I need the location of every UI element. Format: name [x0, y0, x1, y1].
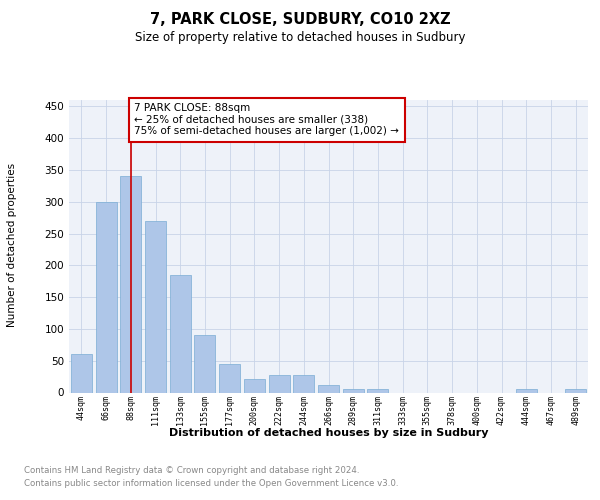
Bar — [565, 390, 586, 392]
Text: 7 PARK CLOSE: 88sqm
← 25% of detached houses are smaller (338)
75% of semi-detac: 7 PARK CLOSE: 88sqm ← 25% of detached ho… — [134, 103, 400, 136]
Text: Distribution of detached houses by size in Sudbury: Distribution of detached houses by size … — [169, 428, 488, 438]
Bar — [343, 390, 364, 392]
Bar — [269, 374, 290, 392]
Bar — [516, 390, 537, 392]
Text: 7, PARK CLOSE, SUDBURY, CO10 2XZ: 7, PARK CLOSE, SUDBURY, CO10 2XZ — [149, 12, 451, 28]
Bar — [219, 364, 240, 392]
Text: Number of detached properties: Number of detached properties — [7, 163, 17, 327]
Bar — [293, 374, 314, 392]
Bar — [120, 176, 141, 392]
Text: Contains HM Land Registry data © Crown copyright and database right 2024.: Contains HM Land Registry data © Crown c… — [24, 466, 359, 475]
Text: Contains public sector information licensed under the Open Government Licence v3: Contains public sector information licen… — [24, 479, 398, 488]
Bar — [367, 390, 388, 392]
Bar — [145, 221, 166, 392]
Bar — [318, 385, 339, 392]
Bar — [194, 336, 215, 392]
Bar — [71, 354, 92, 393]
Bar — [244, 378, 265, 392]
Bar — [95, 202, 116, 392]
Bar — [170, 275, 191, 392]
Text: Size of property relative to detached houses in Sudbury: Size of property relative to detached ho… — [135, 31, 465, 44]
